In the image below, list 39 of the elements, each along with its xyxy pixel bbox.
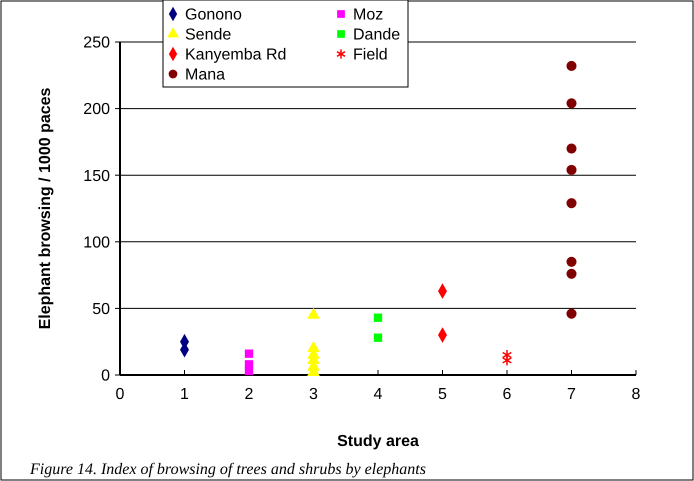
legend-label: Gonono bbox=[185, 6, 242, 24]
x-tick-label: 3 bbox=[309, 386, 318, 403]
point bbox=[566, 98, 577, 108]
x-tick-label: 6 bbox=[502, 386, 512, 403]
legend-label: Field bbox=[353, 46, 388, 64]
legend-label: Mana bbox=[185, 66, 226, 84]
point bbox=[566, 308, 577, 319]
legend-label: Dande bbox=[353, 26, 400, 44]
point bbox=[374, 314, 382, 322]
point bbox=[566, 164, 577, 175]
point bbox=[502, 354, 512, 366]
x-axis-title: Study area bbox=[337, 433, 420, 450]
x-tick-label: 7 bbox=[567, 386, 576, 403]
x-tick-label: 1 bbox=[180, 386, 190, 403]
point bbox=[566, 60, 577, 72]
point bbox=[566, 144, 577, 154]
x-tick-label: 2 bbox=[244, 386, 254, 403]
point bbox=[307, 308, 320, 319]
y-axis-title: Elephant browsing / 1000 paces bbox=[37, 87, 54, 330]
y-tick-label: 150 bbox=[83, 168, 110, 185]
point bbox=[244, 350, 254, 358]
legend-label: Sende bbox=[185, 26, 232, 44]
x-tick-label: 4 bbox=[374, 386, 383, 403]
legend-label: Kanyemba Rd bbox=[185, 46, 286, 64]
x-tick-label: 8 bbox=[632, 386, 641, 403]
legend-label: Moz bbox=[353, 6, 384, 24]
point bbox=[566, 268, 577, 279]
point bbox=[374, 334, 382, 342]
y-tick-label: 50 bbox=[92, 301, 110, 318]
point bbox=[244, 366, 254, 376]
y-tick-label: 100 bbox=[83, 234, 110, 252]
y-tick-label: 0 bbox=[101, 368, 110, 385]
caption: Figure 14. Index of browsing of trees and shrubs by elephants bbox=[29, 461, 426, 478]
x-tick-label: 0 bbox=[116, 386, 125, 403]
x-tick-label: 5 bbox=[438, 386, 448, 403]
y-tick-label: 200 bbox=[83, 101, 110, 118]
point bbox=[566, 256, 577, 267]
point bbox=[566, 198, 577, 208]
y-tick-label: 250 bbox=[83, 34, 110, 52]
